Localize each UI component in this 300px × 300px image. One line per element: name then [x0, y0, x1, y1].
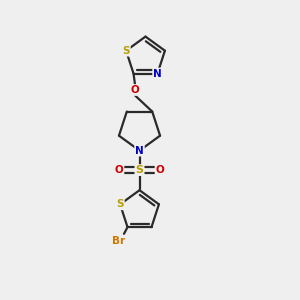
Text: O: O: [115, 165, 124, 175]
Text: Br: Br: [112, 236, 125, 246]
Text: O: O: [130, 85, 140, 95]
Text: O: O: [155, 165, 164, 175]
Text: S: S: [136, 165, 143, 175]
Text: S: S: [116, 199, 124, 209]
Text: N: N: [153, 68, 162, 79]
Text: N: N: [135, 146, 144, 156]
Text: S: S: [122, 46, 130, 56]
